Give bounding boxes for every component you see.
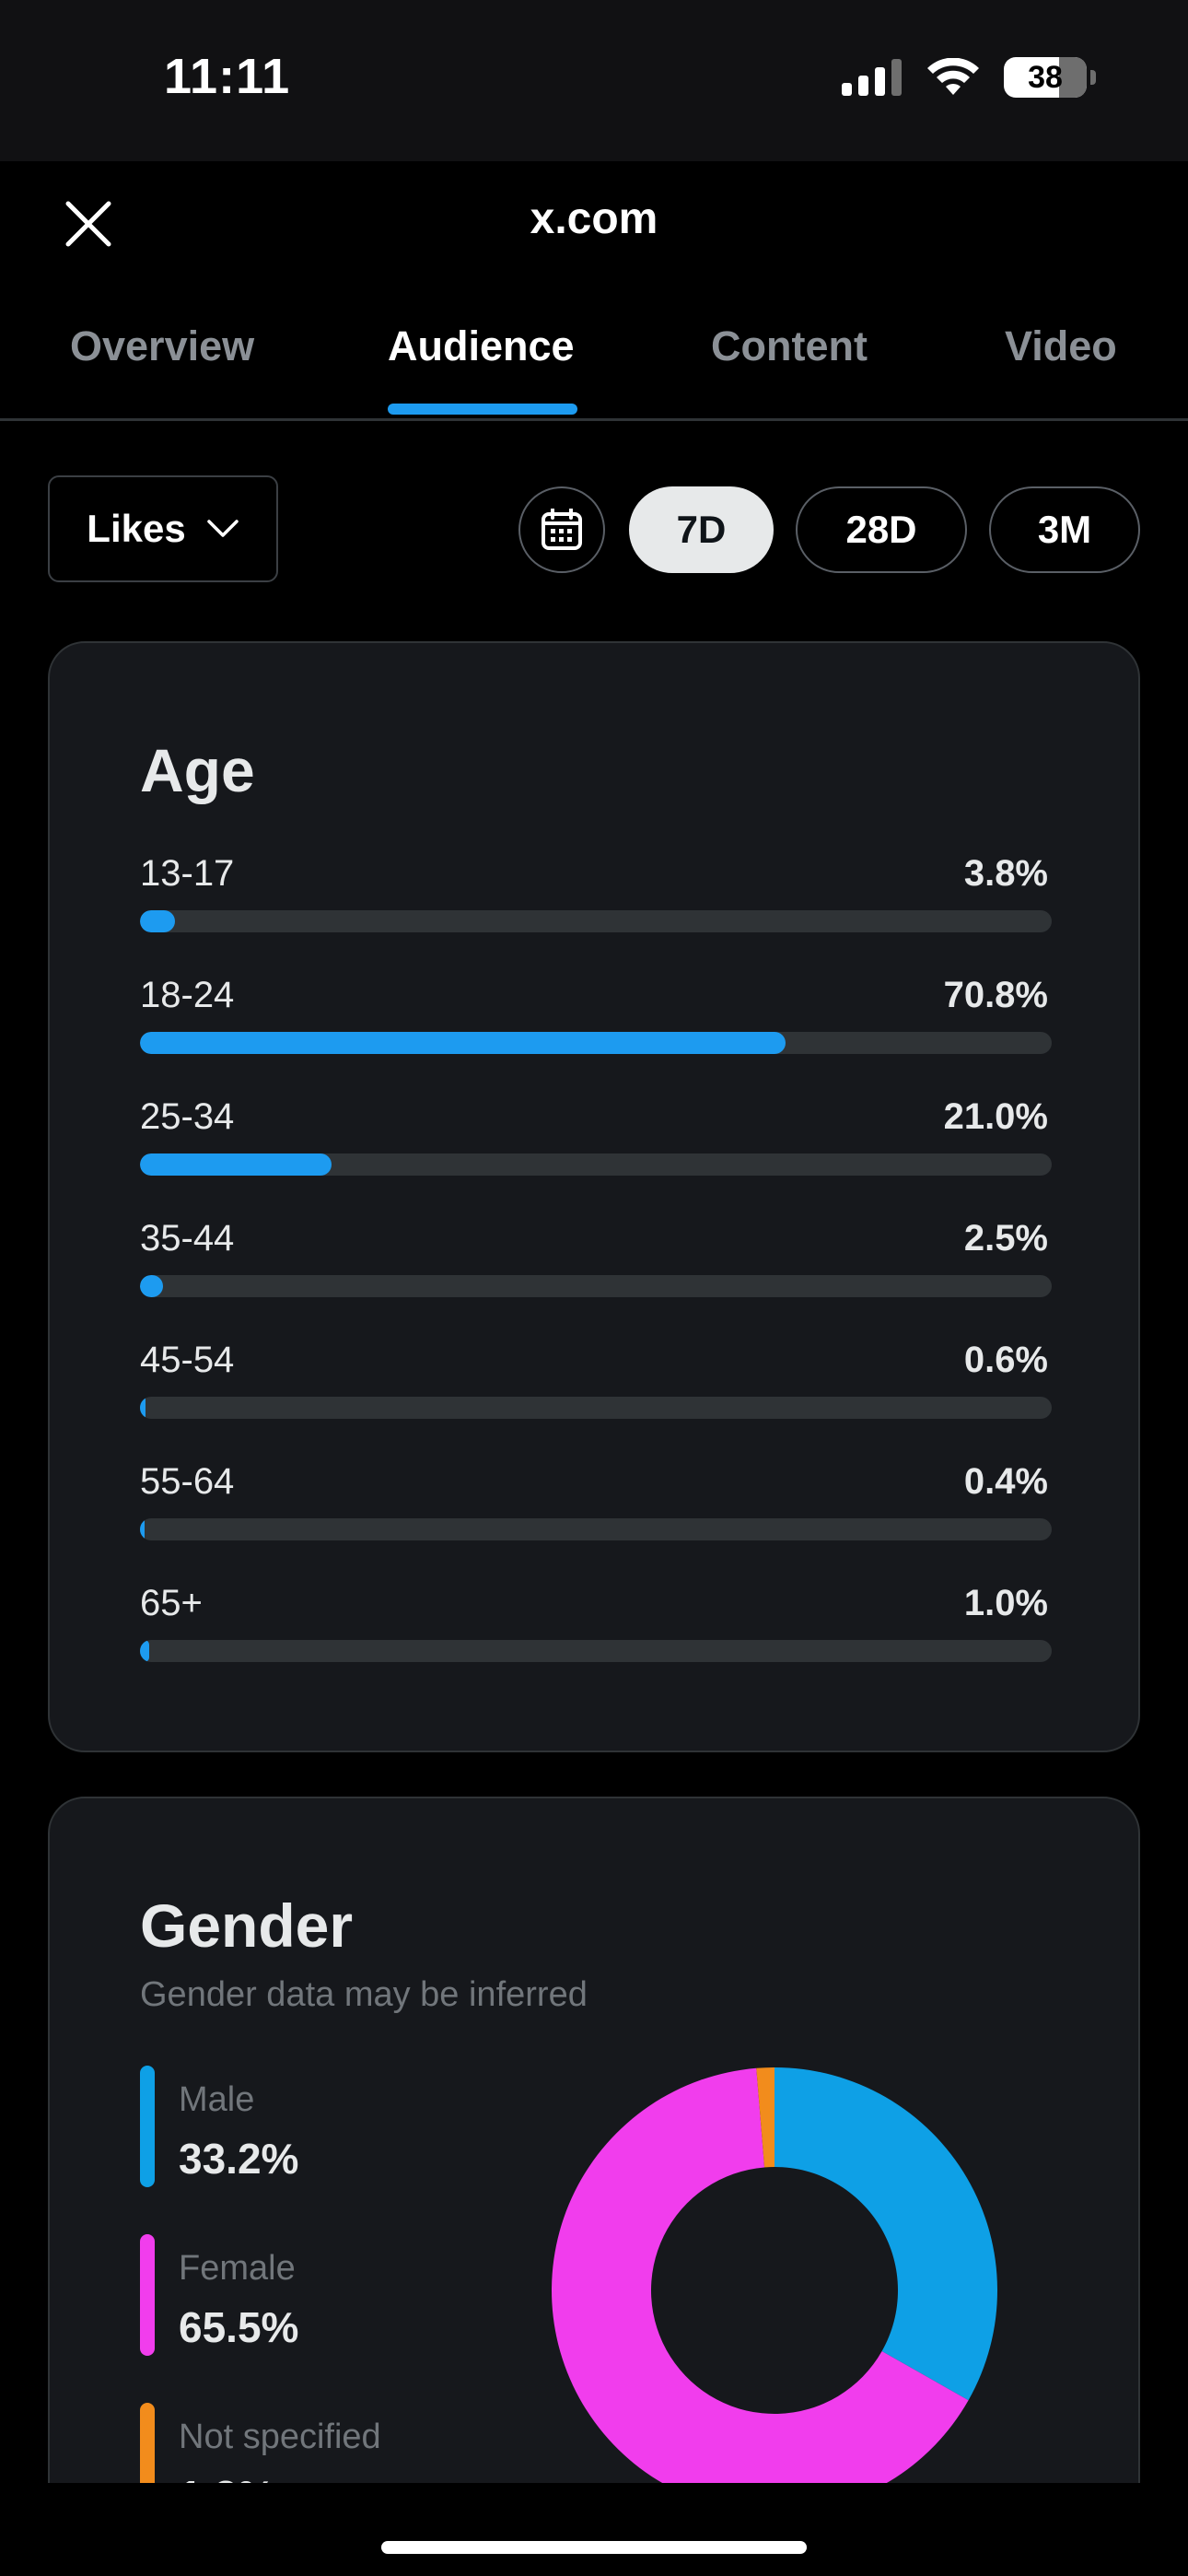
age-row-label: 55-64	[140, 1461, 235, 1502]
age-row-track	[140, 1275, 1052, 1297]
bottom-safe-area	[0, 2483, 1188, 2576]
age-row-label: 45-54	[140, 1340, 235, 1380]
slice-female	[552, 2067, 969, 2513]
close-icon[interactable]	[63, 198, 114, 250]
status-time: 11:11	[164, 49, 291, 104]
home-indicator	[381, 2541, 807, 2554]
range-7d-button[interactable]: 7D	[629, 486, 774, 573]
age-row-track	[140, 1640, 1052, 1662]
calendar-button[interactable]	[518, 486, 605, 573]
age-row-track	[140, 1153, 1052, 1176]
age-row-fill	[140, 1275, 163, 1297]
gender-subtitle: Gender data may be inferred	[140, 1975, 588, 2014]
age-row-fill	[140, 1153, 332, 1176]
legend-label-female: Female	[179, 2249, 296, 2288]
gender-donut-chart	[552, 2067, 997, 2513]
age-card: Age 13-17 3.8% 18-24 70.8% 25-34 21.0% 3…	[48, 641, 1140, 1752]
status-bar: 11:11 38	[0, 0, 1188, 161]
calendar-icon	[542, 509, 582, 550]
age-row-value: 1.0%	[963, 1583, 1048, 1623]
age-row-label: 13-17	[140, 853, 235, 894]
age-row-value: 0.6%	[963, 1340, 1048, 1380]
age-row-value: 2.5%	[963, 1218, 1048, 1259]
age-row-value: 70.8%	[943, 975, 1048, 1015]
age-row-value: 3.8%	[963, 853, 1048, 894]
metric-dropdown[interactable]: Likes	[48, 475, 278, 582]
age-row-track	[140, 1397, 1052, 1419]
range-3m-button[interactable]: 3M	[989, 486, 1140, 573]
tab-content[interactable]: Content	[711, 322, 868, 369]
slice-not-specified	[756, 2067, 775, 2168]
age-row-fill	[140, 910, 175, 932]
age-row-value: 0.4%	[963, 1461, 1048, 1502]
range-28d-button[interactable]: 28D	[796, 486, 967, 573]
gender-card: Gender Gender data may be inferred Male …	[48, 1797, 1140, 2534]
age-row-fill	[140, 1032, 786, 1054]
age-row-track	[140, 1032, 1052, 1054]
battery-icon: 38	[1004, 57, 1096, 98]
metric-label: Likes	[87, 507, 186, 550]
legend-label-male: Male	[179, 2080, 255, 2119]
age-row-label: 25-34	[140, 1096, 235, 1137]
legend-value-male: 33.2%	[179, 2135, 299, 2183]
age-row-label: 18-24	[140, 975, 235, 1015]
tab-bar: Overview Audience Content Video	[0, 286, 1188, 421]
tab-video[interactable]: Video	[1005, 322, 1117, 369]
cellular-signal-icon	[842, 59, 902, 96]
age-row-fill	[140, 1397, 146, 1419]
age-row-track	[140, 1518, 1052, 1540]
age-title: Age	[140, 736, 255, 804]
wifi-icon	[927, 58, 979, 95]
age-row-label: 65+	[140, 1583, 203, 1623]
age-row-value: 21.0%	[943, 1096, 1048, 1137]
legend-value-female: 65.5%	[179, 2303, 299, 2351]
chevron-down-icon	[206, 520, 239, 537]
age-row-fill	[140, 1640, 149, 1662]
tab-overview[interactable]: Overview	[70, 322, 255, 369]
gender-title: Gender	[140, 1891, 354, 1960]
active-tab-indicator	[388, 404, 577, 415]
age-row-label: 35-44	[140, 1218, 235, 1259]
tab-audience[interactable]: Audience	[388, 322, 575, 369]
site-title: x.com	[530, 194, 658, 243]
status-icons: 38	[842, 57, 1096, 98]
legend-swatch-male	[140, 2066, 155, 2187]
battery-level: 38	[1028, 59, 1063, 95]
legend-label-not-specified: Not specified	[179, 2418, 381, 2456]
age-row-fill	[140, 1518, 145, 1540]
slice-male	[775, 2067, 997, 2401]
legend-swatch-female	[140, 2234, 155, 2356]
age-row-track	[140, 910, 1052, 932]
